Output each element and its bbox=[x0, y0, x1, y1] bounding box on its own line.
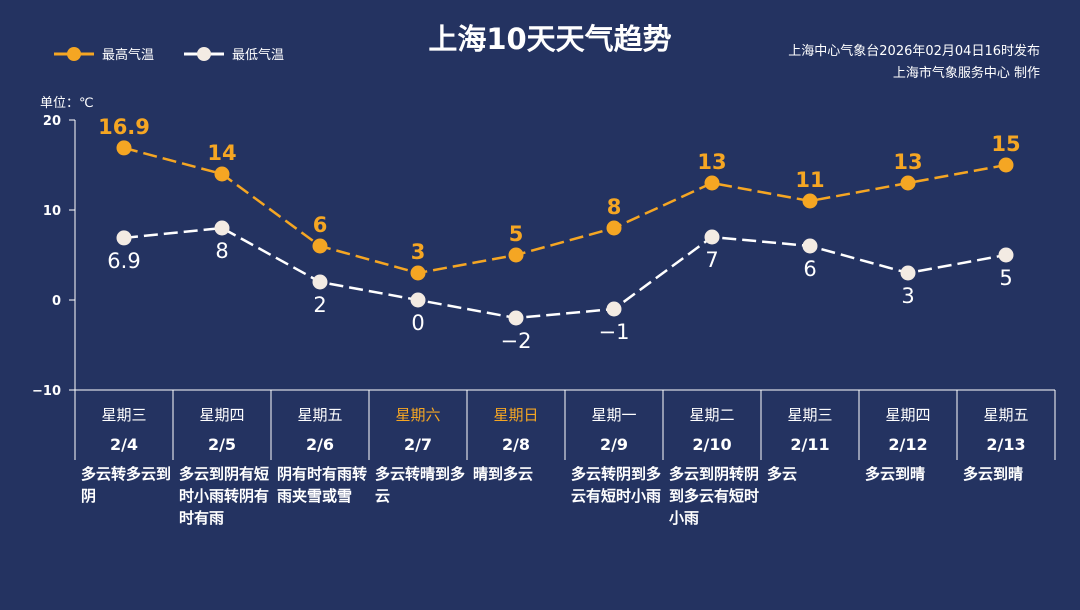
y-tick-label: 0 bbox=[52, 294, 61, 309]
source-line: 上海市气象服务中心 制作 bbox=[892, 66, 1040, 81]
high-temp-label: 14 bbox=[207, 141, 236, 165]
high-temp-point bbox=[508, 247, 524, 263]
high-temp-point bbox=[704, 175, 720, 191]
high-temp-label: 3 bbox=[411, 240, 426, 264]
weekday-label: 星期日 bbox=[493, 406, 538, 424]
low-temp-point bbox=[606, 301, 622, 317]
weather-description: 多云到阴转阴到多云有短时小雨 bbox=[669, 465, 760, 527]
high-temp-point bbox=[900, 175, 916, 191]
legend-high-label: 最高气温 bbox=[102, 48, 155, 63]
low-temp-label: 8 bbox=[215, 239, 228, 263]
source-info: 上海中心气象台2026年02月04日16时发布 上海市气象服务中心 制作 bbox=[788, 41, 1040, 85]
weekday-label: 星期六 bbox=[395, 406, 440, 424]
date-label: 2/7 bbox=[404, 435, 432, 454]
high-temp-line bbox=[123, 146, 1007, 275]
date-label: 2/13 bbox=[986, 435, 1025, 454]
weekday-label: 星期五 bbox=[983, 406, 1028, 424]
legend-low-marker bbox=[184, 46, 225, 61]
weekday-label: 星期三 bbox=[787, 406, 832, 424]
low-temp-point bbox=[704, 229, 720, 245]
weekday-label: 星期五 bbox=[297, 406, 342, 424]
date-label: 2/10 bbox=[692, 435, 731, 454]
weekday-label: 星期二 bbox=[689, 406, 734, 424]
unit-label: 单位：℃ bbox=[40, 96, 94, 111]
high-temp-point bbox=[214, 166, 230, 182]
y-tick-label: 10 bbox=[43, 204, 61, 219]
low-temp-label: 7 bbox=[705, 248, 718, 272]
low-temp-line bbox=[123, 226, 1007, 320]
low-temp-label: −1 bbox=[599, 320, 630, 344]
weather-description: 多云到晴 bbox=[963, 465, 1024, 483]
weather-description: 多云到阴有短时小雨转阴有时有雨 bbox=[179, 465, 270, 527]
weather-description: 多云转阴到多云有短时小雨 bbox=[571, 465, 662, 505]
date-label: 2/6 bbox=[306, 435, 334, 454]
date-label: 2/4 bbox=[110, 435, 138, 454]
low-temp-label: 0 bbox=[411, 311, 424, 335]
y-tick-label: 20 bbox=[43, 114, 61, 129]
low-temp-point bbox=[116, 230, 132, 246]
high-temp-label: 5 bbox=[509, 222, 524, 246]
low-temp-point bbox=[802, 238, 818, 254]
weekday-label: 星期一 bbox=[591, 406, 636, 424]
y-tick-label: −10 bbox=[32, 384, 61, 399]
chart-title: 上海10天天气趋势 bbox=[428, 22, 672, 56]
weather-description: 多云到晴 bbox=[865, 465, 926, 483]
low-temp-label: 3 bbox=[901, 284, 914, 308]
high-temp-label: 13 bbox=[893, 150, 922, 174]
low-temp-point bbox=[998, 247, 1014, 263]
high-temp-point bbox=[802, 193, 818, 209]
legend: 最高气温 最低气温 bbox=[54, 44, 284, 63]
low-temp-point bbox=[312, 274, 328, 290]
weekday-label: 星期四 bbox=[885, 406, 930, 424]
date-label: 2/9 bbox=[600, 435, 628, 454]
low-temp-point bbox=[214, 220, 230, 236]
weekday-label: 星期四 bbox=[199, 406, 244, 424]
date-label: 2/5 bbox=[208, 435, 236, 454]
low-temp-label: 6.9 bbox=[107, 249, 140, 273]
high-temp-label: 8 bbox=[607, 195, 622, 219]
legend-low-label: 最低气温 bbox=[232, 48, 285, 63]
weather-description: 晴到多云 bbox=[473, 465, 534, 483]
low-temp-point bbox=[508, 310, 524, 326]
legend-high-marker bbox=[54, 46, 94, 61]
source-line: 上海中心气象台2026年02月04日16时发布 bbox=[788, 44, 1040, 59]
date-label: 2/12 bbox=[888, 435, 927, 454]
low-temp-label: 6 bbox=[803, 257, 816, 281]
weather-description: 多云转多云到阴 bbox=[81, 465, 172, 505]
high-temp-label: 15 bbox=[991, 132, 1020, 156]
high-temp-point bbox=[606, 220, 622, 236]
high-temp-label: 11 bbox=[795, 168, 824, 192]
high-temp-point bbox=[312, 238, 328, 254]
low-temp-label: 2 bbox=[313, 293, 326, 317]
high-temp-point bbox=[116, 140, 132, 156]
weekday-label: 星期三 bbox=[101, 406, 146, 424]
high-temp-label: 16.9 bbox=[98, 115, 150, 139]
high-temp-point bbox=[410, 265, 426, 281]
weather-description: 阴有时有雨转雨夹雪或雪 bbox=[277, 465, 368, 505]
date-label: 2/8 bbox=[502, 435, 530, 454]
low-temp-label: −2 bbox=[501, 329, 532, 353]
date-label: 2/11 bbox=[790, 435, 829, 454]
low-temp-point bbox=[410, 292, 426, 308]
low-temp-label: 5 bbox=[999, 266, 1012, 290]
weather-description: 多云转晴到多云 bbox=[375, 465, 466, 505]
weather-description: 多云 bbox=[767, 465, 798, 483]
high-temp-label: 6 bbox=[313, 213, 328, 237]
high-temp-point bbox=[998, 157, 1014, 173]
high-temp-label: 13 bbox=[697, 150, 726, 174]
low-temp-point bbox=[900, 265, 916, 281]
